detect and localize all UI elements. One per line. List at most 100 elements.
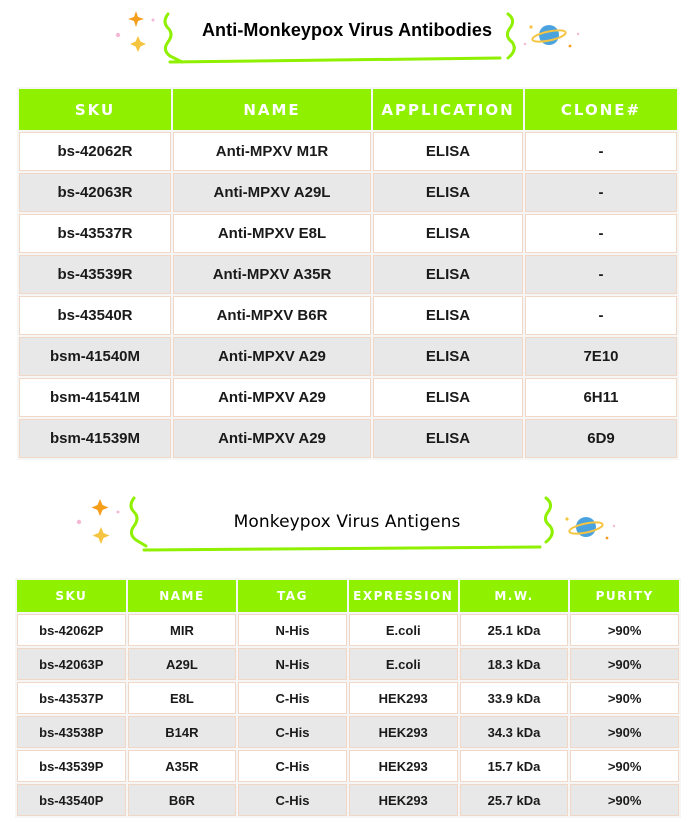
cell-mw: 33.9 kDa <box>459 682 569 714</box>
cell-sku: bs-42062P <box>17 614 126 646</box>
cell-expression: E.coli <box>348 648 458 680</box>
cell-tag: C-His <box>238 784 347 816</box>
column-header-purity: PURITY <box>570 580 679 612</box>
column-header-clone: CLONE# <box>525 89 677 130</box>
antibodies-title: Anti-Monkeypox Virus Antibodies <box>201 20 493 40</box>
cell-name: Anti-MPXV A29 <box>173 378 371 417</box>
cell-expression: HEK293 <box>348 784 458 816</box>
cell-application: ELISA <box>373 296 523 335</box>
cell-clone: - <box>525 173 677 212</box>
cell-application: ELISA <box>373 173 523 212</box>
cell-mw: 25.7 kDa <box>459 784 569 816</box>
table-header-row: SKU NAME TAG EXPRESSION M.W. PURITY <box>17 580 679 612</box>
cell-clone: 7E10 <box>525 337 677 376</box>
cell-purity: >90% <box>570 784 679 816</box>
column-header-tag: TAG <box>238 580 347 612</box>
planet-icon <box>523 25 580 48</box>
cell-expression: E.coli <box>348 614 458 646</box>
star-icon <box>115 11 155 52</box>
cell-sku: bsm-41541M <box>19 378 171 417</box>
cell-sku: bs-43538P <box>17 716 126 748</box>
cell-name: Anti-MPXV A29L <box>173 173 371 212</box>
cell-application: ELISA <box>373 255 523 294</box>
table-row: bs-43539P A35R C-His HEK293 15.7 kDa >90% <box>17 750 679 782</box>
cell-application: ELISA <box>373 337 523 376</box>
column-header-name: NAME <box>173 89 371 130</box>
cell-clone: - <box>525 255 677 294</box>
cell-purity: >90% <box>570 614 679 646</box>
cell-name: Anti-MPXV B6R <box>173 296 371 335</box>
cell-name: B6R <box>127 784 237 816</box>
cell-purity: >90% <box>570 682 679 714</box>
table-row: bs-43538P B14R C-His HEK293 34.3 kDa >90% <box>17 716 679 748</box>
cell-sku: bsm-41539M <box>19 419 171 458</box>
column-header-sku: SKU <box>19 89 171 130</box>
cell-mw: 15.7 kDa <box>459 750 569 782</box>
cell-sku: bs-42062R <box>19 132 171 171</box>
table-row: bs-43537P E8L C-His HEK293 33.9 kDa >90% <box>17 682 679 714</box>
cell-application: ELISA <box>373 378 523 417</box>
cell-name: Anti-MPXV A29 <box>173 337 371 376</box>
cell-clone: 6D9 <box>525 419 677 458</box>
table-row: bs-43539R Anti-MPXV A35R ELISA - <box>19 255 677 294</box>
antibodies-table-body: bs-42062R Anti-MPXV M1R ELISA - bs-42063R Ant… <box>19 132 677 458</box>
cell-name: Anti-MPXV E8L <box>173 214 371 253</box>
cell-mw: 34.3 kDa <box>459 716 569 748</box>
cell-tag: N-His <box>238 648 347 680</box>
cell-expression: HEK293 <box>348 750 458 782</box>
cell-clone: 6H11 <box>525 378 677 417</box>
cell-name: A29L <box>127 648 237 680</box>
cell-sku: bs-43537P <box>17 682 126 714</box>
table-row: bsm-41540M Anti-MPXV A29 ELISA 7E10 <box>19 337 677 376</box>
antigens-title: Monkeypox Virus Antigens <box>233 512 461 532</box>
cell-name: Anti-MPXV M1R <box>173 132 371 171</box>
antibodies-banner: Anti-Monkeypox Virus Antibodies <box>0 0 694 80</box>
column-header-name: NAME <box>127 580 237 612</box>
cell-sku: bs-43540P <box>17 784 126 816</box>
cell-sku: bs-42063P <box>17 648 126 680</box>
column-header-application: APPLICATION <box>373 89 523 130</box>
cell-tag: C-His <box>238 682 347 714</box>
table-row: bs-42062P MIR N-His E.coli 25.1 kDa >90% <box>17 614 679 646</box>
planet-icon <box>565 517 616 540</box>
cell-tag: C-His <box>238 716 347 748</box>
cell-name: A35R <box>127 750 237 782</box>
antibodies-table: SKU NAME APPLICATION CLONE# bs-42062R Ant… <box>17 87 679 460</box>
cell-tag: C-His <box>238 750 347 782</box>
banner-decoration <box>76 496 616 552</box>
table-row: bs-43540P B6R C-His HEK293 25.7 kDa >90% <box>17 784 679 816</box>
star-icon <box>76 499 120 544</box>
table-row: bs-43537R Anti-MPXV E8L ELISA - <box>19 214 677 253</box>
table-row: bs-42062R Anti-MPXV M1R ELISA - <box>19 132 677 171</box>
cell-sku: bs-43537R <box>19 214 171 253</box>
cell-name: MIR <box>127 614 237 646</box>
cell-application: ELISA <box>373 419 523 458</box>
column-header-mw: M.W. <box>459 580 569 612</box>
cell-purity: >90% <box>570 716 679 748</box>
cell-sku: bsm-41540M <box>19 337 171 376</box>
cell-clone: - <box>525 214 677 253</box>
cell-name: Anti-MPXV A35R <box>173 255 371 294</box>
cell-application: ELISA <box>373 132 523 171</box>
banner-decoration <box>115 11 580 64</box>
cell-sku: bs-42063R <box>19 173 171 212</box>
table-row: bs-43540R Anti-MPXV B6R ELISA - <box>19 296 677 335</box>
cell-purity: >90% <box>570 750 679 782</box>
cell-clone: - <box>525 132 677 171</box>
table-row: bs-42063P A29L N-His E.coli 18.3 kDa >90% <box>17 648 679 680</box>
column-header-expression: EXPRESSION <box>348 580 458 612</box>
cell-clone: - <box>525 296 677 335</box>
cell-tag: N-His <box>238 614 347 646</box>
column-header-sku: SKU <box>17 580 126 612</box>
cell-expression: HEK293 <box>348 682 458 714</box>
cell-sku: bs-43539R <box>19 255 171 294</box>
antigens-banner: Monkeypox Virus Antigens <box>0 490 694 560</box>
cell-purity: >90% <box>570 648 679 680</box>
antigens-table-body: bs-42062P MIR N-His E.coli 25.1 kDa >90% bs-42… <box>17 614 679 816</box>
cell-mw: 25.1 kDa <box>459 614 569 646</box>
cell-sku: bs-43540R <box>19 296 171 335</box>
cell-application: ELISA <box>373 214 523 253</box>
cell-sku: bs-43539P <box>17 750 126 782</box>
table-row: bsm-41541M Anti-MPXV A29 ELISA 6H11 <box>19 378 677 417</box>
cell-name: E8L <box>127 682 237 714</box>
